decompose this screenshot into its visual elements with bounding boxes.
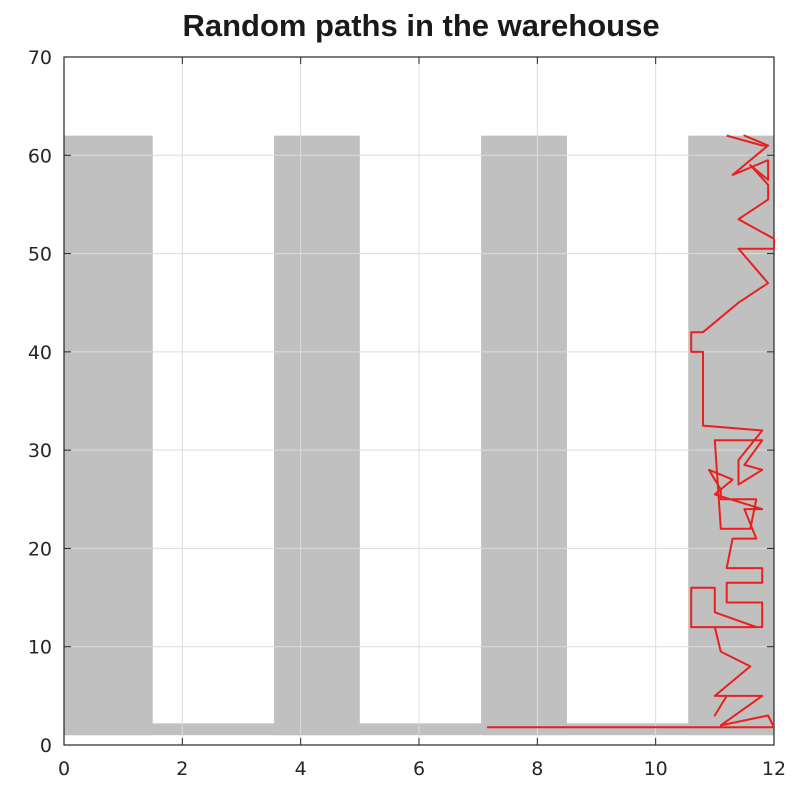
y-tick-label: 30 <box>28 440 52 462</box>
aisle-path-area-4 <box>688 135 774 736</box>
y-tick-label: 10 <box>28 637 52 659</box>
aisle-path-area-2 <box>274 135 360 736</box>
grid-lines <box>64 57 774 745</box>
x-tick-label: 0 <box>58 758 70 780</box>
y-axis: 0 10 20 30 40 50 60 70 <box>28 47 774 757</box>
aisle-path-area-3 <box>481 135 567 736</box>
series-group <box>487 134 775 729</box>
x-tick-label: 2 <box>176 758 188 780</box>
x-tick-label: 4 <box>295 758 307 780</box>
y-tick-label: 20 <box>28 538 52 560</box>
y-tick-label: 0 <box>40 735 52 757</box>
x-tick-label: 6 <box>413 758 425 780</box>
x-tick-label: 8 <box>531 758 543 780</box>
y-tick-label: 70 <box>28 47 52 69</box>
y-tick-label: 40 <box>28 342 52 364</box>
path-area-group <box>64 135 774 736</box>
x-tick-label: 12 <box>762 758 786 780</box>
x-axis: 0 2 4 6 8 10 12 <box>58 57 786 780</box>
chart-title: Random paths in the warehouse <box>182 8 659 43</box>
highlight-path-line-1 <box>487 134 775 729</box>
y-tick-label: 60 <box>28 145 52 167</box>
aisle-path-area-1 <box>64 135 153 736</box>
y-tick-label: 50 <box>28 244 52 266</box>
x-tick-label: 10 <box>644 758 668 780</box>
